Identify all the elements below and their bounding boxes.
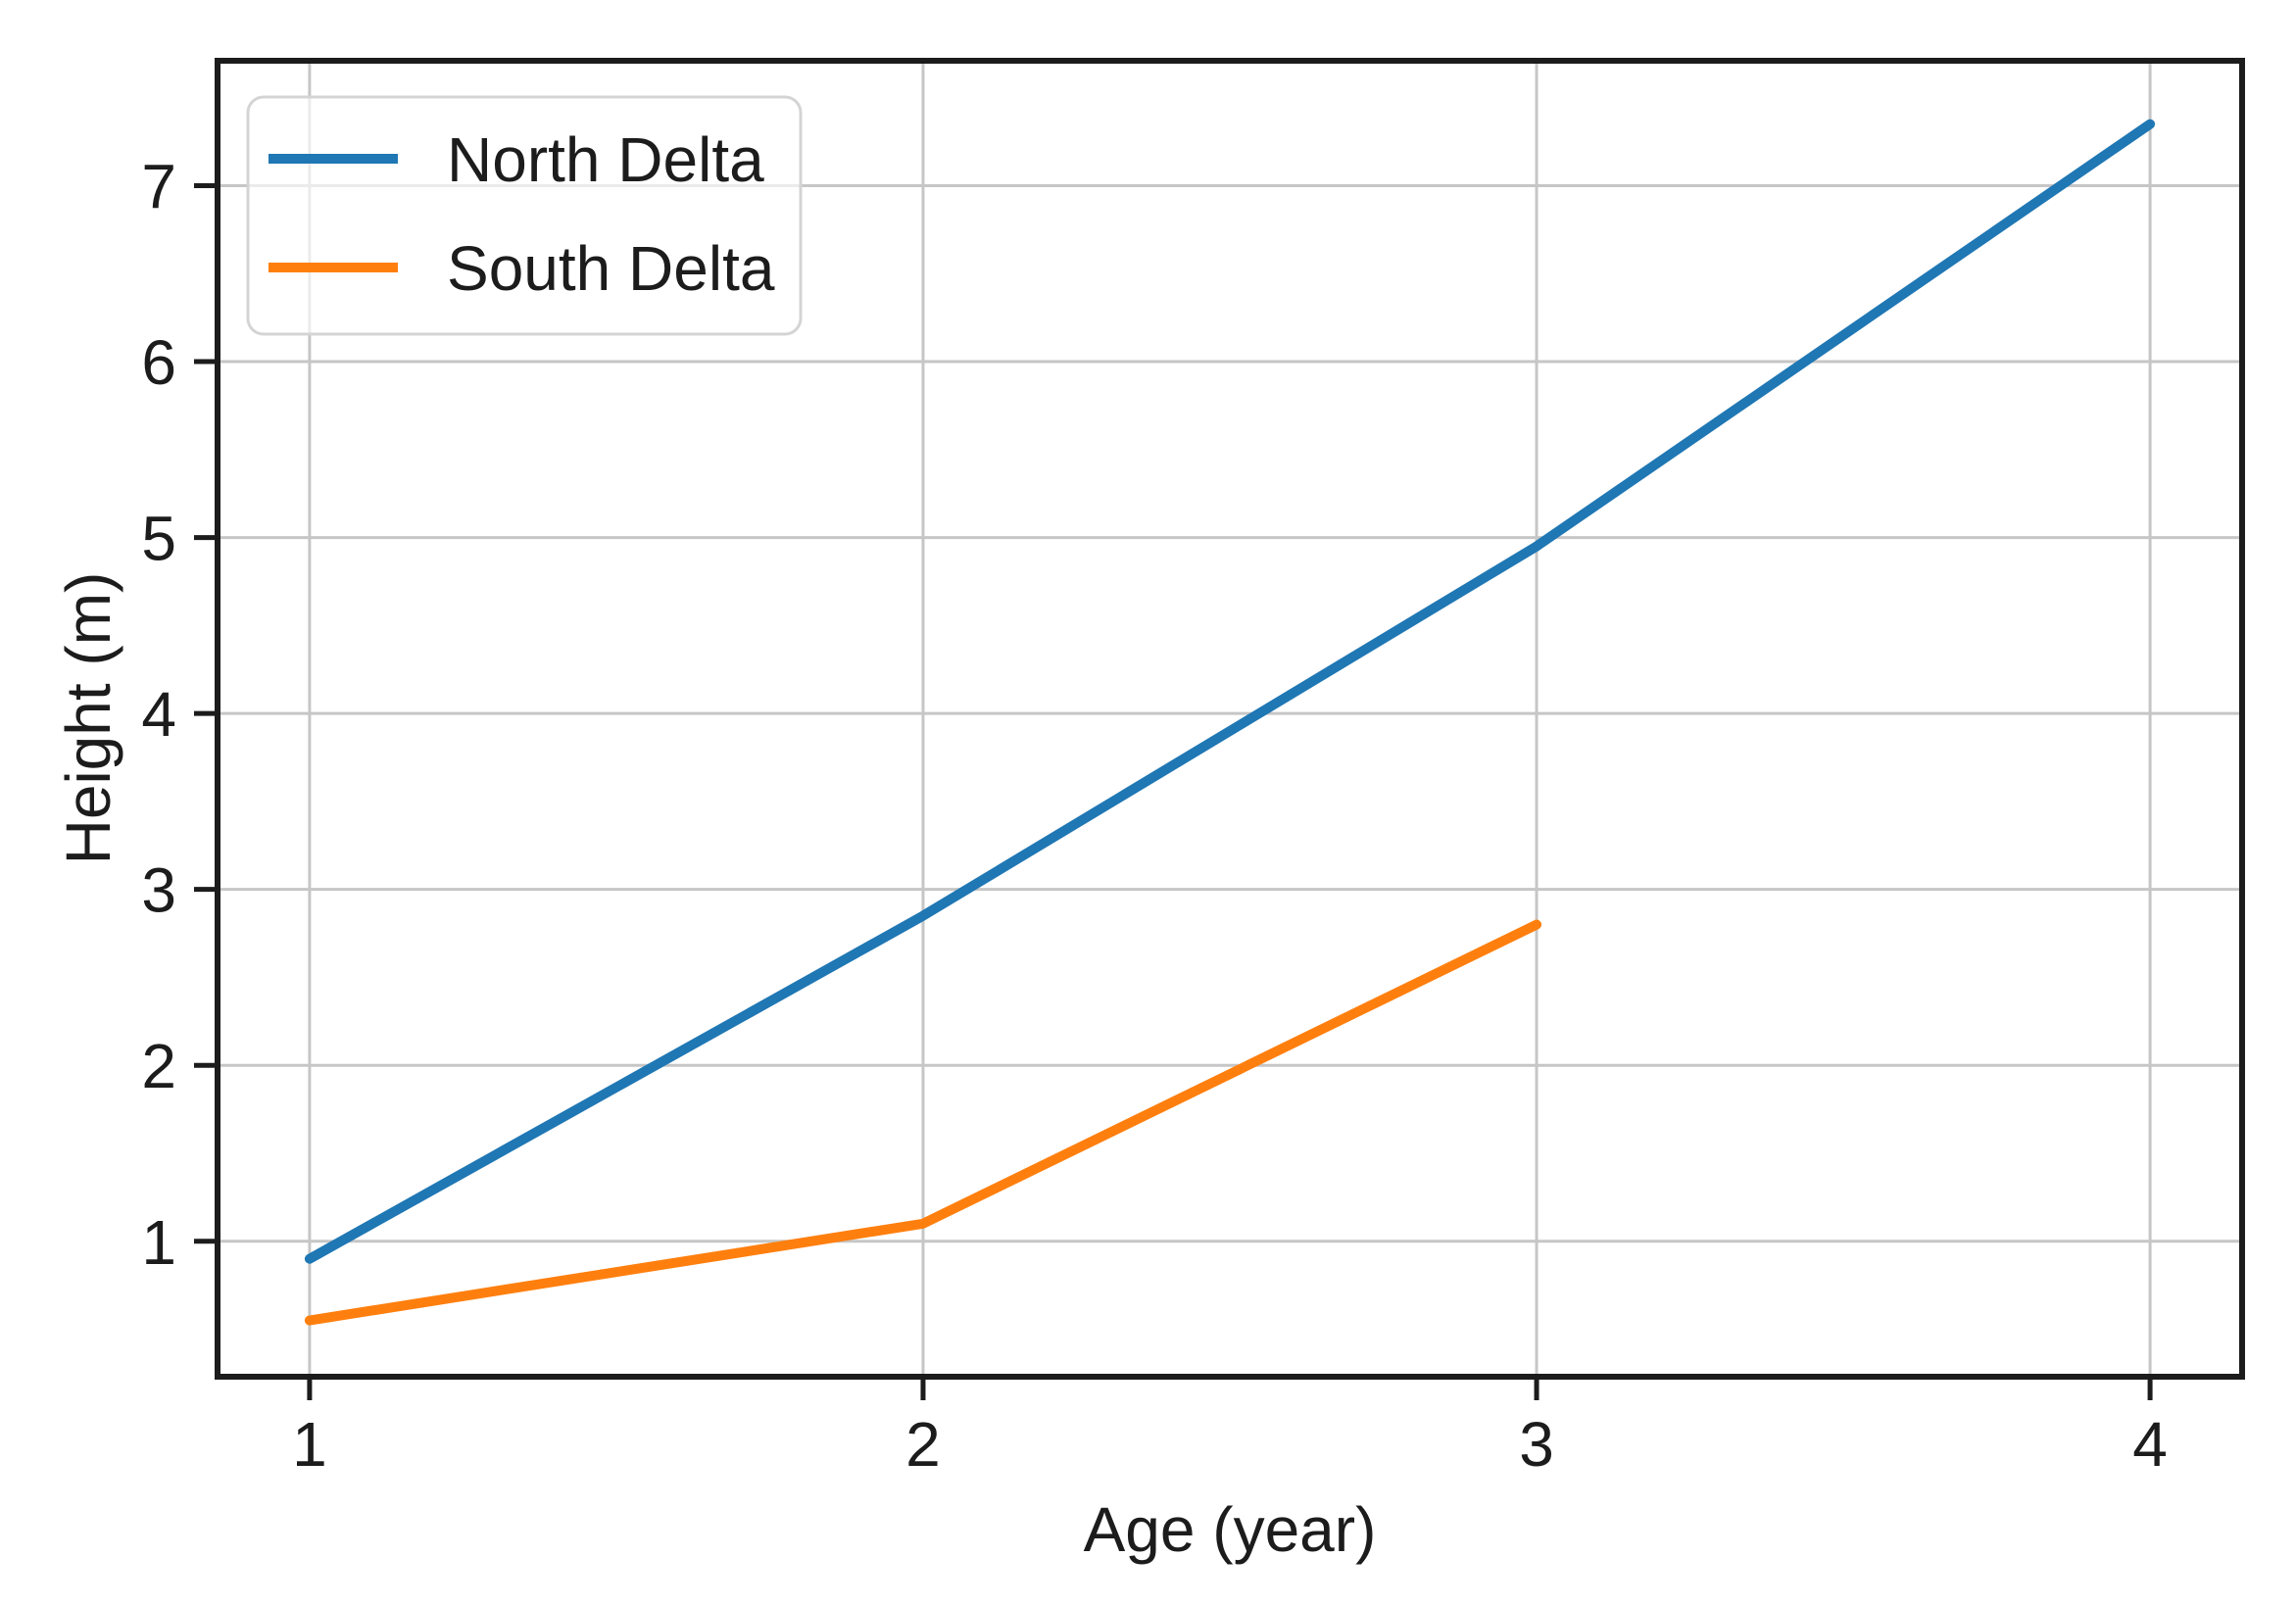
horizontal-gridlines (218, 183, 2242, 1243)
y-tick-label-2: 2 (141, 1031, 176, 1101)
y-tick-label-3: 3 (141, 855, 176, 926)
y-tick-label-4: 4 (141, 679, 176, 750)
x-tick-label-4: 4 (2132, 1409, 2168, 1480)
y-tick-marks (194, 182, 218, 1244)
x-tick-marks (307, 1377, 2153, 1400)
legend: North Delta South Delta (246, 95, 803, 336)
x-tick-labels: 1 2 3 4 (292, 1409, 2168, 1480)
x-tick-label-1: 1 (292, 1409, 327, 1480)
x-tick-label-2: 2 (905, 1409, 941, 1480)
series-line-south-delta (304, 919, 1542, 1326)
y-tick-labels: 1 2 3 4 5 6 7 (141, 151, 176, 1277)
legend-label-south-delta: South Delta (447, 233, 775, 304)
vertical-gridlines (308, 61, 2152, 1377)
y-tick-label-6: 6 (141, 327, 176, 398)
y-tick-label-5: 5 (141, 504, 176, 574)
y-axis-label: Height (m) (53, 572, 123, 865)
plot-border (215, 58, 2245, 1380)
data-series-lines (304, 119, 2156, 1326)
y-tick-label-7: 7 (141, 151, 176, 221)
x-axis-label: Age (year) (1084, 1494, 1377, 1565)
legend-label-north-delta: North Delta (447, 124, 764, 195)
x-tick-label-3: 3 (1519, 1409, 1554, 1480)
y-tick-label-1: 1 (141, 1207, 176, 1278)
series-line-north-delta (304, 119, 2156, 1264)
